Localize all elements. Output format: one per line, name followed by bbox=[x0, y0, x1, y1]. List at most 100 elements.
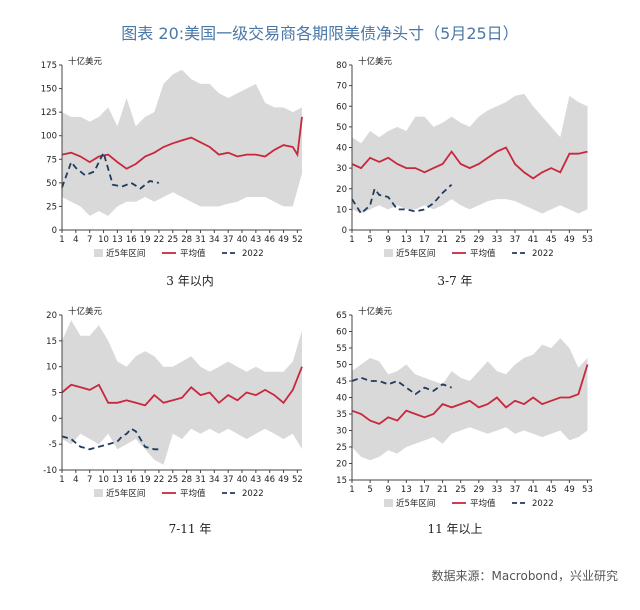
x-tick-label: 13 bbox=[401, 235, 412, 245]
range-band-series bbox=[62, 69, 302, 216]
x-tick-label: 7 bbox=[87, 475, 92, 485]
legend-swatch-band bbox=[384, 499, 393, 507]
unit-label: 十亿美元 bbox=[358, 56, 393, 67]
x-tick-label: 19 bbox=[140, 235, 151, 245]
legend-swatch-band bbox=[94, 249, 103, 257]
y-tick-label: 0 bbox=[52, 226, 57, 236]
x-tick-label: 43 bbox=[250, 235, 261, 245]
x-tick-label: 45 bbox=[546, 485, 557, 495]
y-tick-label: 20 bbox=[336, 460, 347, 470]
x-tick-label: 5 bbox=[367, 485, 372, 495]
figure-title: 图表 20:美国一级交易商各期限美债净头寸（5月25日） bbox=[121, 24, 519, 43]
x-tick-label: 5 bbox=[367, 235, 372, 245]
x-tick-label: 13 bbox=[112, 235, 123, 245]
x-tick-label: 29 bbox=[473, 235, 484, 245]
y-tick-label: 0 bbox=[342, 226, 347, 236]
y-tick-label: 150 bbox=[41, 85, 57, 95]
legend-label-2022: 2022 bbox=[532, 249, 554, 259]
y-tick-label: 70 bbox=[336, 82, 347, 92]
x-tick-label: 43 bbox=[250, 475, 261, 485]
x-tick-label: 1 bbox=[59, 475, 64, 485]
legend-label-band: 近5年区间 bbox=[396, 248, 435, 259]
x-tick-label: 34 bbox=[209, 475, 220, 485]
x-tick-label: 53 bbox=[582, 485, 593, 495]
x-tick-label: 21 bbox=[437, 235, 448, 245]
chart-panel-1: 0 25 50 75 100 125 150 175 1 4 7 10 13 16 19 22 25 28 31 34… bbox=[20, 55, 310, 288]
unit-label: 十亿美元 bbox=[358, 306, 393, 317]
y-tick-label: 65 bbox=[336, 311, 347, 321]
x-tick-label: 34 bbox=[209, 235, 220, 245]
y-tick-label: 15 bbox=[46, 337, 57, 347]
chart-svg-2: 0 10 20 30 40 50 60 70 80 1 5 9 13 17 21 25 29 33 37 41 45 49… bbox=[336, 56, 593, 259]
x-tick-label: 40 bbox=[237, 475, 248, 485]
year-2022-line-series bbox=[61, 150, 160, 190]
unit-label: 十亿美元 bbox=[68, 306, 103, 317]
legend-label-average: 平均值 bbox=[180, 488, 206, 499]
range-band-series bbox=[352, 338, 588, 461]
x-tick-label: 17 bbox=[419, 235, 430, 245]
y-tick-label: 50 bbox=[46, 179, 57, 189]
x-tick-label: 37 bbox=[510, 485, 521, 495]
x-tick-label: 7 bbox=[87, 235, 92, 245]
x-tick-label: 13 bbox=[401, 485, 412, 495]
x-tick-label: 41 bbox=[528, 485, 539, 495]
x-tick-label: 33 bbox=[491, 235, 502, 245]
x-tick-label: 17 bbox=[419, 485, 430, 495]
average-line-series bbox=[351, 146, 588, 180]
x-tick-label: 10 bbox=[98, 475, 109, 485]
y-tick-label: 125 bbox=[41, 108, 57, 118]
chart-caption-1: 3 年以内 bbox=[166, 274, 214, 288]
y-tick-label: 60 bbox=[336, 328, 347, 338]
x-tick-label: 37 bbox=[223, 475, 234, 485]
y-tick-label: -5 bbox=[49, 440, 57, 450]
x-tick-label: 22 bbox=[154, 475, 165, 485]
x-tick-label: 10 bbox=[98, 235, 109, 245]
y-tick-label: 100 bbox=[41, 132, 57, 142]
y-tick-label: 5 bbox=[52, 389, 57, 399]
average-line-series bbox=[351, 364, 589, 425]
x-tick-label: 25 bbox=[455, 235, 466, 245]
y-tick-label: 20 bbox=[336, 185, 347, 195]
x-tick-label: 1 bbox=[349, 235, 354, 245]
legend-label-average: 平均值 bbox=[470, 498, 496, 509]
x-tick-label: 9 bbox=[386, 485, 391, 495]
y-tick-label: 15 bbox=[336, 476, 347, 486]
x-tick-label: 22 bbox=[154, 235, 165, 245]
y-tick-label: 45 bbox=[336, 377, 347, 387]
x-tick-label: 46 bbox=[264, 475, 275, 485]
x-tick-label: 4 bbox=[73, 475, 78, 485]
x-tick-label: 25 bbox=[167, 475, 178, 485]
y-tick-label: 55 bbox=[336, 344, 347, 354]
y-tick-label: 50 bbox=[336, 361, 347, 371]
source-note: 数据来源：Macrobond，兴业研究 bbox=[431, 569, 619, 583]
year-2022-line-series bbox=[61, 427, 159, 451]
x-tick-label: 46 bbox=[264, 235, 275, 245]
legend-swatch-band bbox=[94, 489, 103, 497]
x-tick-label: 29 bbox=[473, 485, 484, 495]
x-tick-label: 45 bbox=[546, 235, 557, 245]
unit-label: 十亿美元 bbox=[68, 56, 103, 67]
x-tick-label: 4 bbox=[73, 235, 78, 245]
x-tick-label: 16 bbox=[126, 235, 137, 245]
chart-caption-3: 7-11 年 bbox=[168, 522, 212, 536]
y-tick-label: 75 bbox=[46, 155, 57, 165]
x-tick-label: 31 bbox=[195, 475, 206, 485]
x-tick-label: 33 bbox=[491, 485, 502, 495]
range-band-series bbox=[352, 93, 588, 214]
y-tick-label: 50 bbox=[336, 123, 347, 133]
legend-label-band: 近5年区间 bbox=[106, 488, 145, 499]
chart-caption-4: 11 年以上 bbox=[427, 522, 483, 536]
y-tick-label: 25 bbox=[46, 202, 57, 212]
y-tick-label: 0 bbox=[52, 414, 57, 424]
x-tick-label: 21 bbox=[437, 485, 448, 495]
x-tick-label: 16 bbox=[126, 475, 137, 485]
x-tick-label: 52 bbox=[292, 235, 303, 245]
x-tick-label: 49 bbox=[278, 475, 289, 485]
y-tick-label: 40 bbox=[336, 394, 347, 404]
range-band-series bbox=[62, 320, 302, 465]
year-2022-line-series bbox=[351, 376, 452, 396]
x-tick-label: 52 bbox=[292, 475, 303, 485]
x-tick-label: 53 bbox=[582, 235, 593, 245]
